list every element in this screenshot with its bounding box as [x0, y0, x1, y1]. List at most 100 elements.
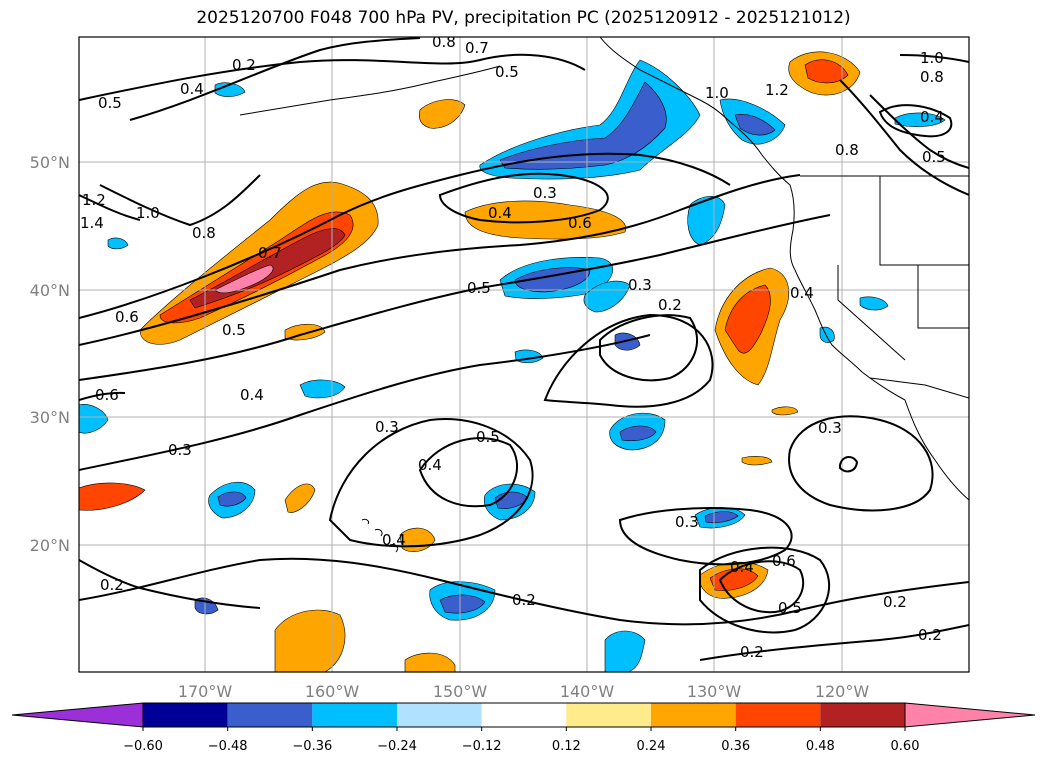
- precip-south-blob: [274, 609, 346, 672]
- colorbar-swatch: [566, 703, 651, 727]
- map-area: 0.2 0.4 0.5 0.8 0.7 0.5 1.0 1.2 1.0 0.8 …: [79, 37, 969, 672]
- contour-pv-0.5-northeast: [869, 94, 969, 169]
- contour-label: 0.2: [100, 576, 124, 594]
- colorbar-swatch: [481, 703, 567, 727]
- contour-label: 0.2: [918, 626, 942, 644]
- precip-band-northwest-max: [214, 264, 274, 294]
- colorbar-swatch: [143, 703, 228, 727]
- contour-pv-1.0-northeast: [899, 54, 969, 63]
- lat-label-20n: 20°N: [30, 536, 70, 555]
- contour-pv-0.3-ridge: [438, 172, 609, 224]
- contour-pv-0.2-southeast: [699, 624, 969, 661]
- negative-south-core-1: [439, 594, 486, 614]
- lon-label-130w: 130°W: [687, 682, 742, 701]
- contour-label: 0.8: [835, 141, 859, 159]
- contour-pv-0.6-subtropics: [718, 560, 805, 614]
- contour-label: 0.5: [476, 428, 500, 446]
- contour-label: 0.2: [883, 593, 907, 611]
- colorbar-swatch: [651, 703, 736, 727]
- lat-label-40n: 40°N: [30, 281, 70, 300]
- negative-small-blob-3: [614, 332, 641, 351]
- negative-subtrop-core-4: [704, 511, 739, 524]
- contour-pv-0.6-west: [79, 391, 126, 401]
- lat-label-50n: 50°N: [30, 153, 70, 172]
- bc-coast: [727, 119, 796, 271]
- negative-west-blob: [79, 404, 109, 434]
- precip-small-blob-5: [771, 406, 799, 416]
- colorbar-extend-low: [11, 702, 144, 728]
- contour-label: 0.5: [222, 321, 246, 339]
- contour-label: 0.8: [192, 224, 216, 242]
- precip-alaska-gulf-blob: [419, 99, 466, 129]
- contour-pv-0.3-east: [788, 415, 934, 512]
- longitude-labels: 170°W 160°W 150°W 140°W 130°W 120°W: [178, 682, 870, 701]
- contour-pv-0.3-jet: [79, 334, 651, 471]
- contour-label: 0.4: [730, 558, 754, 576]
- negative-small-blob-9: [819, 326, 835, 343]
- contour-label: 1.2: [765, 81, 789, 99]
- contour-label: 0.3: [375, 418, 399, 436]
- contour-label: 0.7: [258, 244, 282, 262]
- contour-label: 0.6: [95, 386, 119, 404]
- contour-label: 0.4: [790, 284, 814, 302]
- negative-gulf-band-core: [499, 81, 667, 170]
- contour-label: 0.5: [495, 63, 519, 81]
- negative-bc-core: [734, 114, 776, 136]
- lon-label-160w: 160°W: [305, 682, 360, 701]
- contour-label: 1.0: [136, 204, 160, 222]
- contour-pv-1.2-northwest: [79, 194, 141, 221]
- us-state-border-3: [837, 265, 906, 361]
- contour-label: 0.7: [465, 39, 489, 57]
- aleutian-islands: [239, 65, 501, 116]
- contour-label: 0.3: [628, 276, 652, 294]
- contour-label: 1.0: [705, 84, 729, 102]
- contour-label: 0.6: [568, 214, 592, 232]
- precip-northeast-core: [804, 59, 849, 84]
- contour-label: 0.8: [920, 68, 944, 86]
- negative-small-blob-4: [214, 82, 246, 97]
- precip-small-blob-4: [741, 456, 773, 466]
- negative-south-blob-2: [604, 630, 646, 672]
- colorbar-tick-label: −0.24: [377, 739, 417, 754]
- contour-label: 0.2: [658, 296, 682, 314]
- us-west-coast: [794, 269, 906, 401]
- colorbar-swatch: [397, 703, 482, 727]
- contour-label: 0.5: [778, 599, 802, 617]
- lat-label-30n: 30°N: [30, 408, 70, 427]
- contour-label: 0.5: [98, 94, 122, 112]
- contour-label: 0.3: [533, 184, 557, 202]
- colorbar-tick-label: 0.36: [721, 739, 750, 754]
- colorbar-swatch: [312, 703, 397, 727]
- pv-contours: [79, 37, 969, 661]
- colorbar-outline: [142, 702, 906, 728]
- negative-small-blob-6: [859, 296, 889, 311]
- contour-pv-0.2-low: [599, 314, 699, 382]
- negative-subtrop-core-1: [619, 425, 657, 442]
- contour-pv-0.8-northeast: [839, 79, 969, 196]
- contour-pv-0.8-north: [129, 37, 421, 121]
- contour-label: 0.4: [920, 108, 944, 126]
- baja-coast: [904, 399, 969, 501]
- colorbar-swatch: [735, 703, 821, 727]
- page-title: 2025120700 F048 700 hPa PV, precipitatio…: [196, 8, 851, 28]
- colorbar-extend-high: [904, 702, 1036, 728]
- lon-label-140w: 140°W: [560, 682, 615, 701]
- contour-pv-0.3-subtropics: [618, 507, 793, 566]
- map-frame: [78, 36, 970, 673]
- colorbar-tick-label: −0.48: [208, 739, 248, 754]
- contour-label: 1.0: [920, 49, 944, 67]
- contour-pv-0.5-north: [79, 53, 586, 101]
- colorbar-tick-label: 0.48: [806, 739, 835, 754]
- negative-small-blob-1: [299, 379, 346, 399]
- contour-label: 0.2: [512, 591, 536, 609]
- contour-label: 1.2: [82, 191, 106, 209]
- contour-pv-0.3-low: [543, 313, 714, 408]
- precip-california-core: [724, 284, 771, 354]
- precip-small-blob-3: [404, 652, 456, 672]
- contour-pv-0.6-jet: [79, 152, 731, 319]
- contour-label: 0.2: [232, 56, 256, 74]
- contour-pv-1.0-northwest: [99, 174, 261, 227]
- lon-label-120w: 120°W: [815, 682, 870, 701]
- negative-central-core: [514, 267, 591, 293]
